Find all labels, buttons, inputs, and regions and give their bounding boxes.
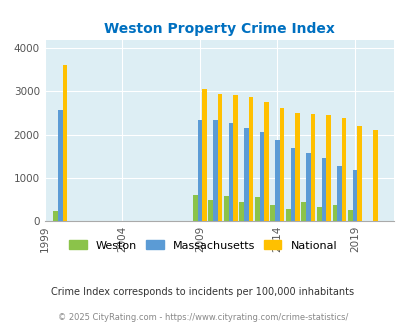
Bar <box>254 197 259 221</box>
Bar <box>243 128 248 221</box>
Bar <box>62 65 67 221</box>
Bar <box>58 111 62 221</box>
Legend: Weston, Massachusetts, National: Weston, Massachusetts, National <box>64 236 341 255</box>
Bar <box>248 97 253 221</box>
Text: Crime Index corresponds to incidents per 100,000 inhabitants: Crime Index corresponds to incidents per… <box>51 287 354 297</box>
Text: © 2025 CityRating.com - https://www.cityrating.com/crime-statistics/: © 2025 CityRating.com - https://www.city… <box>58 313 347 322</box>
Bar <box>347 210 352 221</box>
Bar <box>264 102 268 221</box>
Bar <box>259 132 264 221</box>
Bar <box>310 115 315 221</box>
Bar <box>326 115 330 221</box>
Bar <box>192 195 197 221</box>
Title: Weston Property Crime Index: Weston Property Crime Index <box>104 22 334 36</box>
Bar <box>301 202 305 221</box>
Bar <box>232 95 237 221</box>
Bar <box>305 153 310 221</box>
Bar <box>356 126 361 221</box>
Bar <box>228 123 232 221</box>
Bar <box>213 119 217 221</box>
Bar <box>352 170 356 221</box>
Bar <box>217 94 222 221</box>
Bar <box>53 211 58 221</box>
Bar <box>316 207 321 221</box>
Bar <box>239 202 243 221</box>
Bar <box>341 118 345 221</box>
Bar <box>279 108 284 221</box>
Bar <box>285 209 290 221</box>
Bar <box>202 89 206 221</box>
Bar <box>223 196 228 221</box>
Bar <box>372 130 377 221</box>
Bar <box>290 148 294 221</box>
Bar <box>208 200 213 221</box>
Bar <box>336 166 341 221</box>
Bar <box>332 205 336 221</box>
Bar <box>275 140 279 221</box>
Bar <box>270 205 275 221</box>
Bar <box>321 158 326 221</box>
Bar <box>197 120 202 221</box>
Bar <box>294 113 299 221</box>
